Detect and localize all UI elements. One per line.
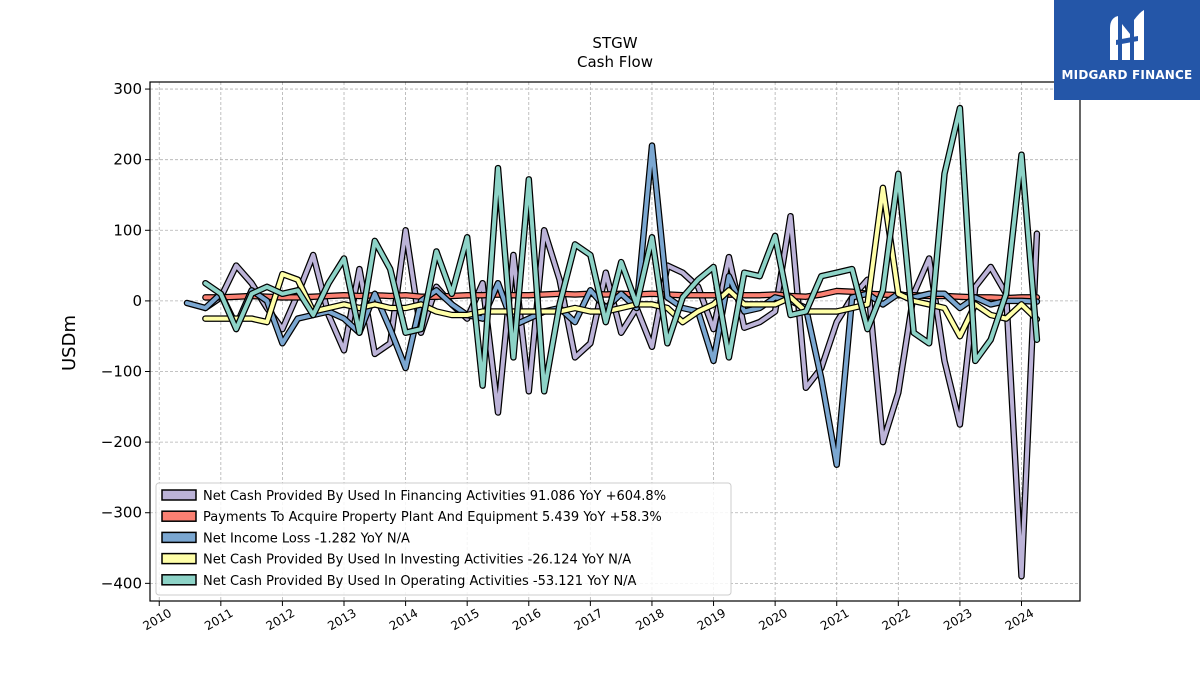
y-tick-label: −300 (101, 504, 142, 522)
x-tick-label: 2016 (510, 606, 543, 633)
x-tick-label: 2020 (756, 606, 789, 633)
y-tick-label: 0 (132, 292, 142, 310)
legend-swatch (161, 552, 197, 565)
chart-title: STGW (592, 34, 637, 52)
y-axis-ticks: 300 200 100 0 −100 −200 −300 −400 (101, 80, 150, 592)
y-tick-label: 300 (113, 80, 142, 98)
legend-swatch (161, 531, 197, 544)
brand-name: MIDGARD FINANCE (1061, 68, 1193, 82)
chart-subtitle: Cash Flow (577, 53, 653, 71)
y-tick-label: −100 (101, 363, 142, 381)
legend-swatch (161, 574, 197, 586)
legend-entry: Net Cash Provided By Used In Investing A… (203, 553, 631, 568)
y-axis-label: USDm (59, 315, 80, 371)
x-tick-label: 2024 (1003, 606, 1036, 633)
x-tick-label: 2023 (941, 606, 974, 633)
y-tick-label: −200 (101, 433, 142, 451)
x-tick-label: 2021 (818, 606, 851, 633)
x-tick-label: 2017 (572, 606, 605, 633)
series-line-outline (202, 104, 1041, 395)
legend-swatch (161, 489, 197, 501)
x-tick-label: 2010 (141, 606, 174, 633)
x-tick-label: 2014 (387, 606, 420, 633)
y-tick-label: 100 (113, 221, 142, 239)
series-line (203, 185, 1039, 339)
series-layer (183, 104, 1041, 580)
x-tick-label: 2019 (695, 606, 728, 633)
legend: Net Cash Provided By Used In Financing A… (155, 482, 732, 596)
plot-frame (149, 81, 1081, 602)
y-tick-label: −400 (101, 574, 142, 592)
legend-entry: Net Cash Provided By Used In Financing A… (203, 489, 666, 504)
legend-box (155, 482, 732, 596)
series-line (203, 214, 1039, 579)
legend-entry: Net Income Loss -1.282 YoY N/A (203, 531, 410, 546)
x-tick-label: 2018 (633, 606, 666, 633)
series-line (203, 106, 1039, 394)
legend-entry: Payments To Acquire Property Plant And E… (203, 510, 662, 525)
x-tick-label: 2012 (264, 606, 297, 633)
brand-mark-icon (1110, 10, 1144, 60)
x-tick-label: 2011 (202, 606, 235, 633)
x-tick-label: 2015 (448, 606, 481, 633)
legend-entry: Net Cash Provided By Used In Operating A… (203, 574, 637, 589)
x-axis-ticks: 2010 2011 2012 2013 2014 2015 2016 2017 2018 2019… (141, 601, 1036, 633)
legend-swatch (161, 510, 197, 522)
y-tick-label: 200 (113, 151, 142, 169)
x-tick-label: 2013 (325, 606, 358, 633)
x-tick-label: 2022 (880, 606, 913, 633)
brand-logo: MIDGARD FINANCE (1054, 0, 1200, 100)
